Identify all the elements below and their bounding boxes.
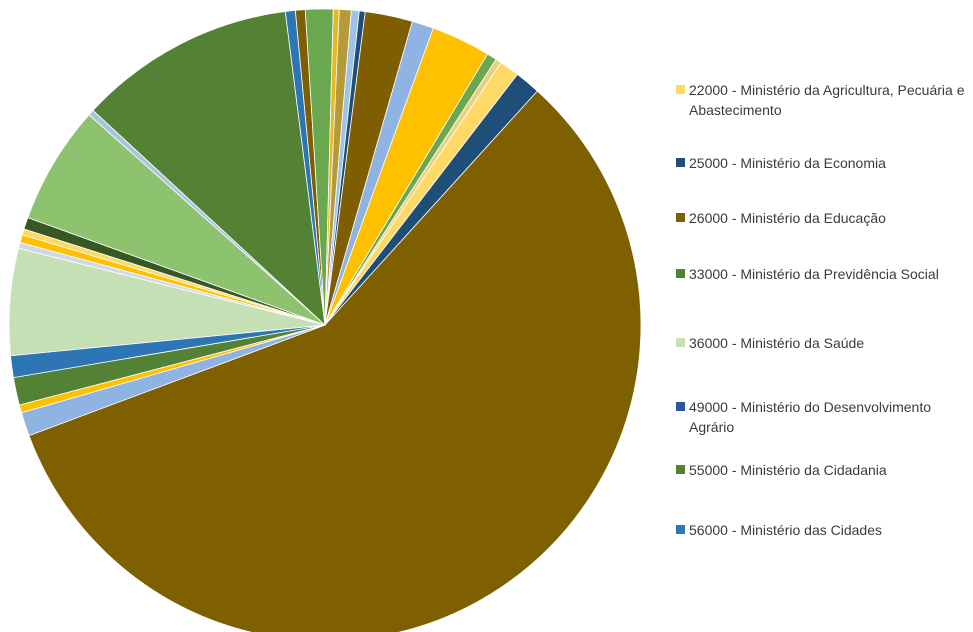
legend-item: 22000 - Ministério da Agricultura, Pecuá…: [676, 80, 973, 120]
legend-label: 25000 - Ministério da Economia: [689, 155, 886, 171]
legend-item: 49000 - Ministério do Desenvolvimento Ag…: [676, 397, 973, 437]
legend-swatch: [676, 85, 685, 94]
legend-item: 25000 - Ministério da Economia: [676, 153, 973, 173]
legend-label: 22000 - Ministério da Agricultura, Pecuá…: [689, 82, 965, 118]
pie-slice: [92, 11, 326, 327]
pie-slice: [28, 90, 642, 632]
legend-item: 55000 - Ministério da Cidadania: [676, 460, 973, 480]
legend-label: 55000 - Ministério da Cidadania: [689, 462, 887, 478]
legend-label: 36000 - Ministério da Saúde: [689, 335, 865, 351]
legend-label: 26000 - Ministério da Educação: [689, 210, 886, 226]
legend-item: 33000 - Ministério da Previdência Social: [676, 264, 973, 284]
legend-label: 33000 - Ministério da Previdência Social: [689, 266, 939, 282]
legend-label: 49000 - Ministério do Desenvolvimento Ag…: [689, 399, 932, 435]
legend-swatch: [676, 465, 685, 474]
legend-item: 56000 - Ministério das Cidades: [676, 520, 973, 540]
legend-swatch: [676, 525, 685, 534]
legend-swatch: [676, 269, 685, 278]
legend-swatch: [676, 402, 685, 411]
legend-label: 56000 - Ministério das Cidades: [689, 522, 882, 538]
legend-swatch: [676, 338, 685, 347]
legend-swatch: [676, 213, 685, 222]
pie-slice: [27, 114, 326, 326]
legend-item: 36000 - Ministério da Saúde: [676, 333, 973, 353]
legend-item: 26000 - Ministério da Educação: [676, 208, 973, 228]
pie-slice: [284, 9, 326, 326]
legend-swatch: [676, 158, 685, 167]
pie-slices: [8, 8, 642, 632]
